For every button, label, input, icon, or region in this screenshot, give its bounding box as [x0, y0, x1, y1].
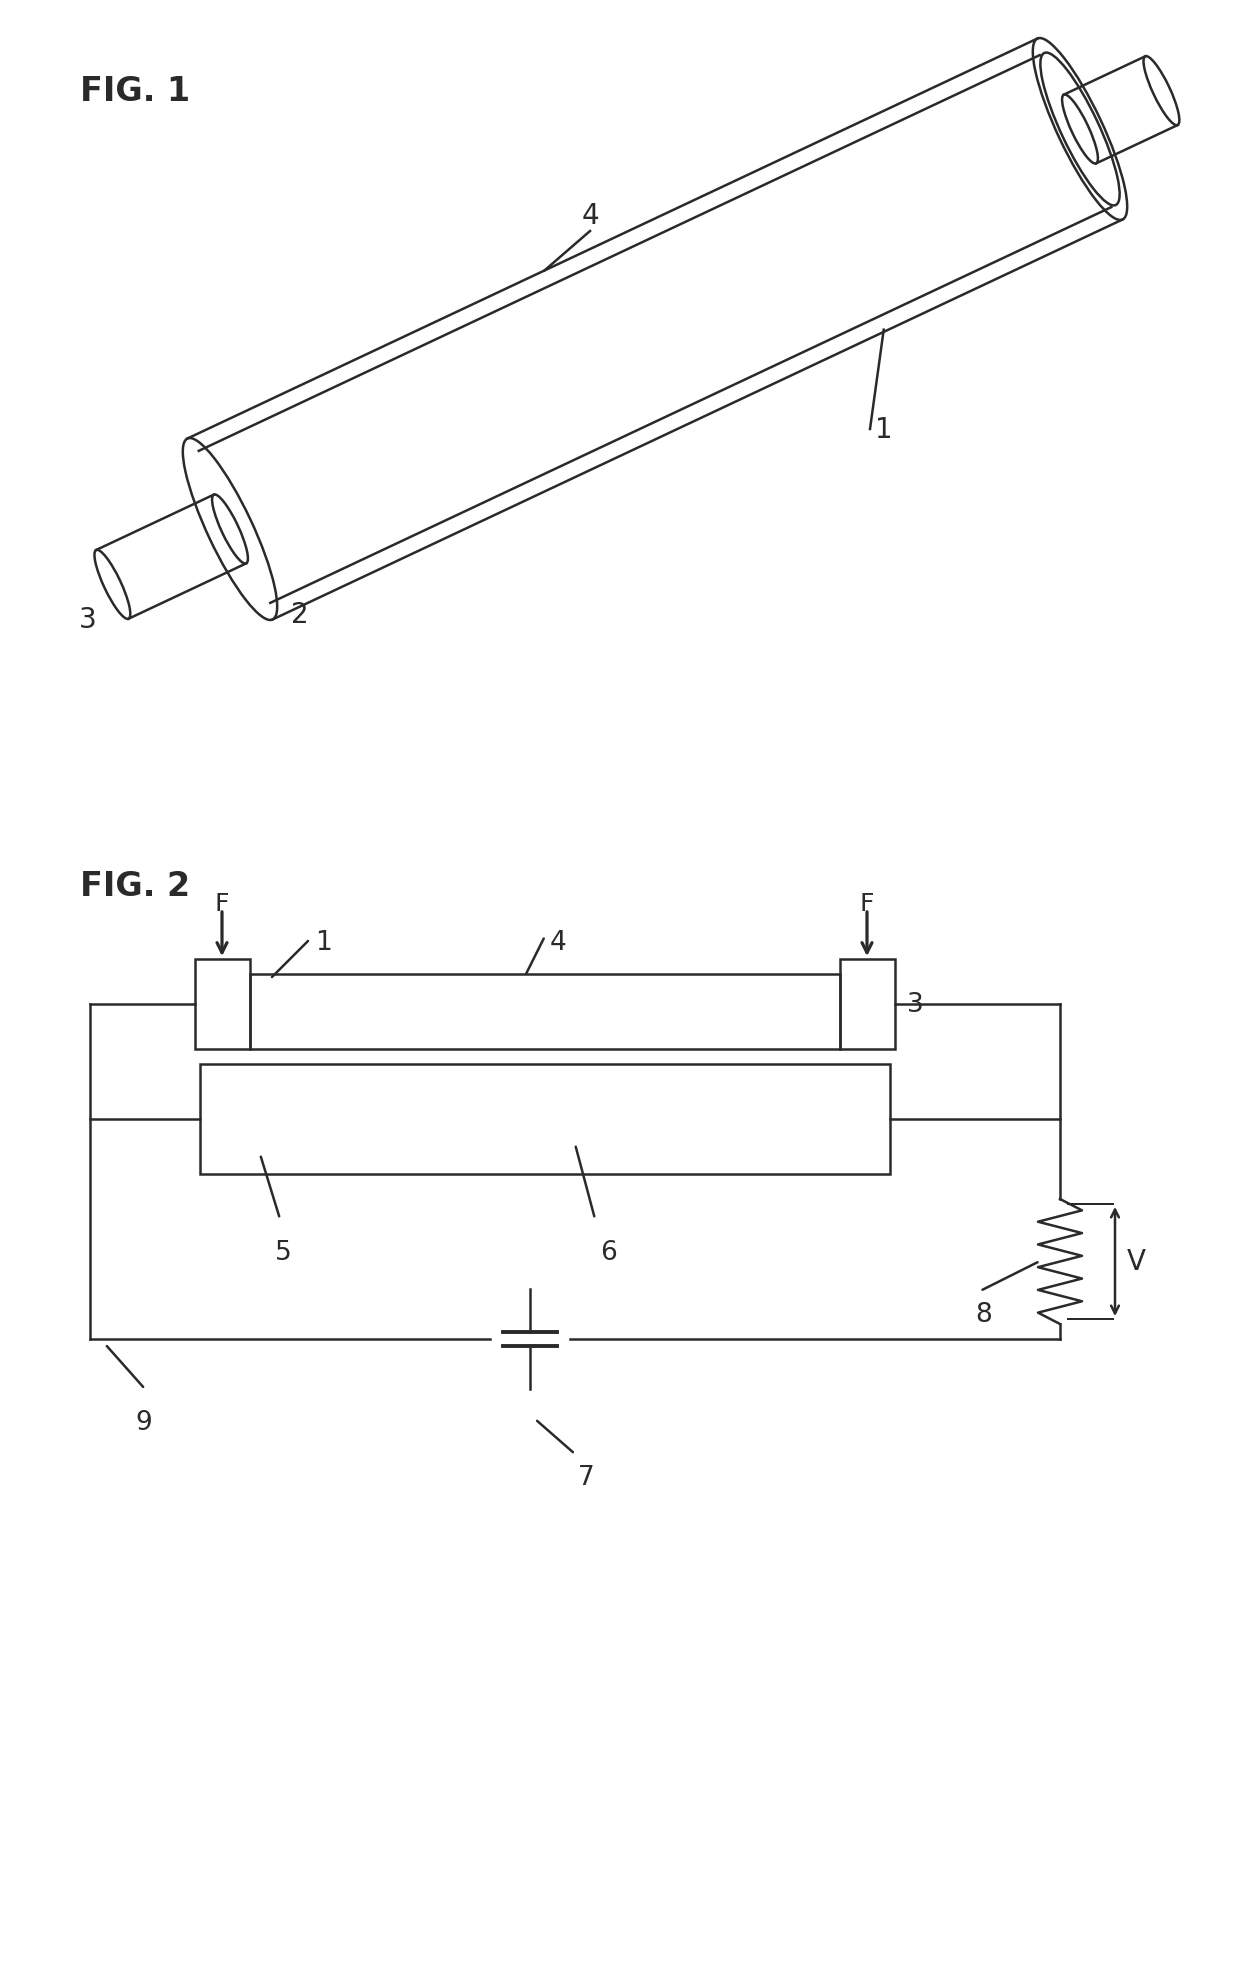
Text: 7: 7 — [578, 1465, 595, 1491]
Bar — [839, 960, 895, 1049]
Text: FIG. 1: FIG. 1 — [81, 75, 190, 109]
Bar — [200, 1065, 890, 1174]
Text: 2: 2 — [291, 600, 309, 630]
Text: F: F — [215, 891, 229, 915]
Text: F: F — [859, 891, 874, 915]
Bar — [195, 960, 250, 1049]
Text: 1: 1 — [875, 416, 893, 444]
Text: 9: 9 — [135, 1410, 151, 1436]
Text: 8: 8 — [975, 1301, 992, 1327]
Text: 1: 1 — [315, 929, 332, 956]
Text: V: V — [1127, 1247, 1146, 1275]
Text: 6: 6 — [600, 1239, 616, 1265]
Text: FIG. 2: FIG. 2 — [81, 869, 190, 903]
Text: 4: 4 — [551, 929, 567, 956]
Text: 3: 3 — [906, 992, 924, 1018]
Bar — [250, 974, 839, 1049]
Text: 5: 5 — [275, 1239, 291, 1265]
Text: 3: 3 — [78, 606, 97, 634]
Text: 4: 4 — [582, 202, 599, 230]
